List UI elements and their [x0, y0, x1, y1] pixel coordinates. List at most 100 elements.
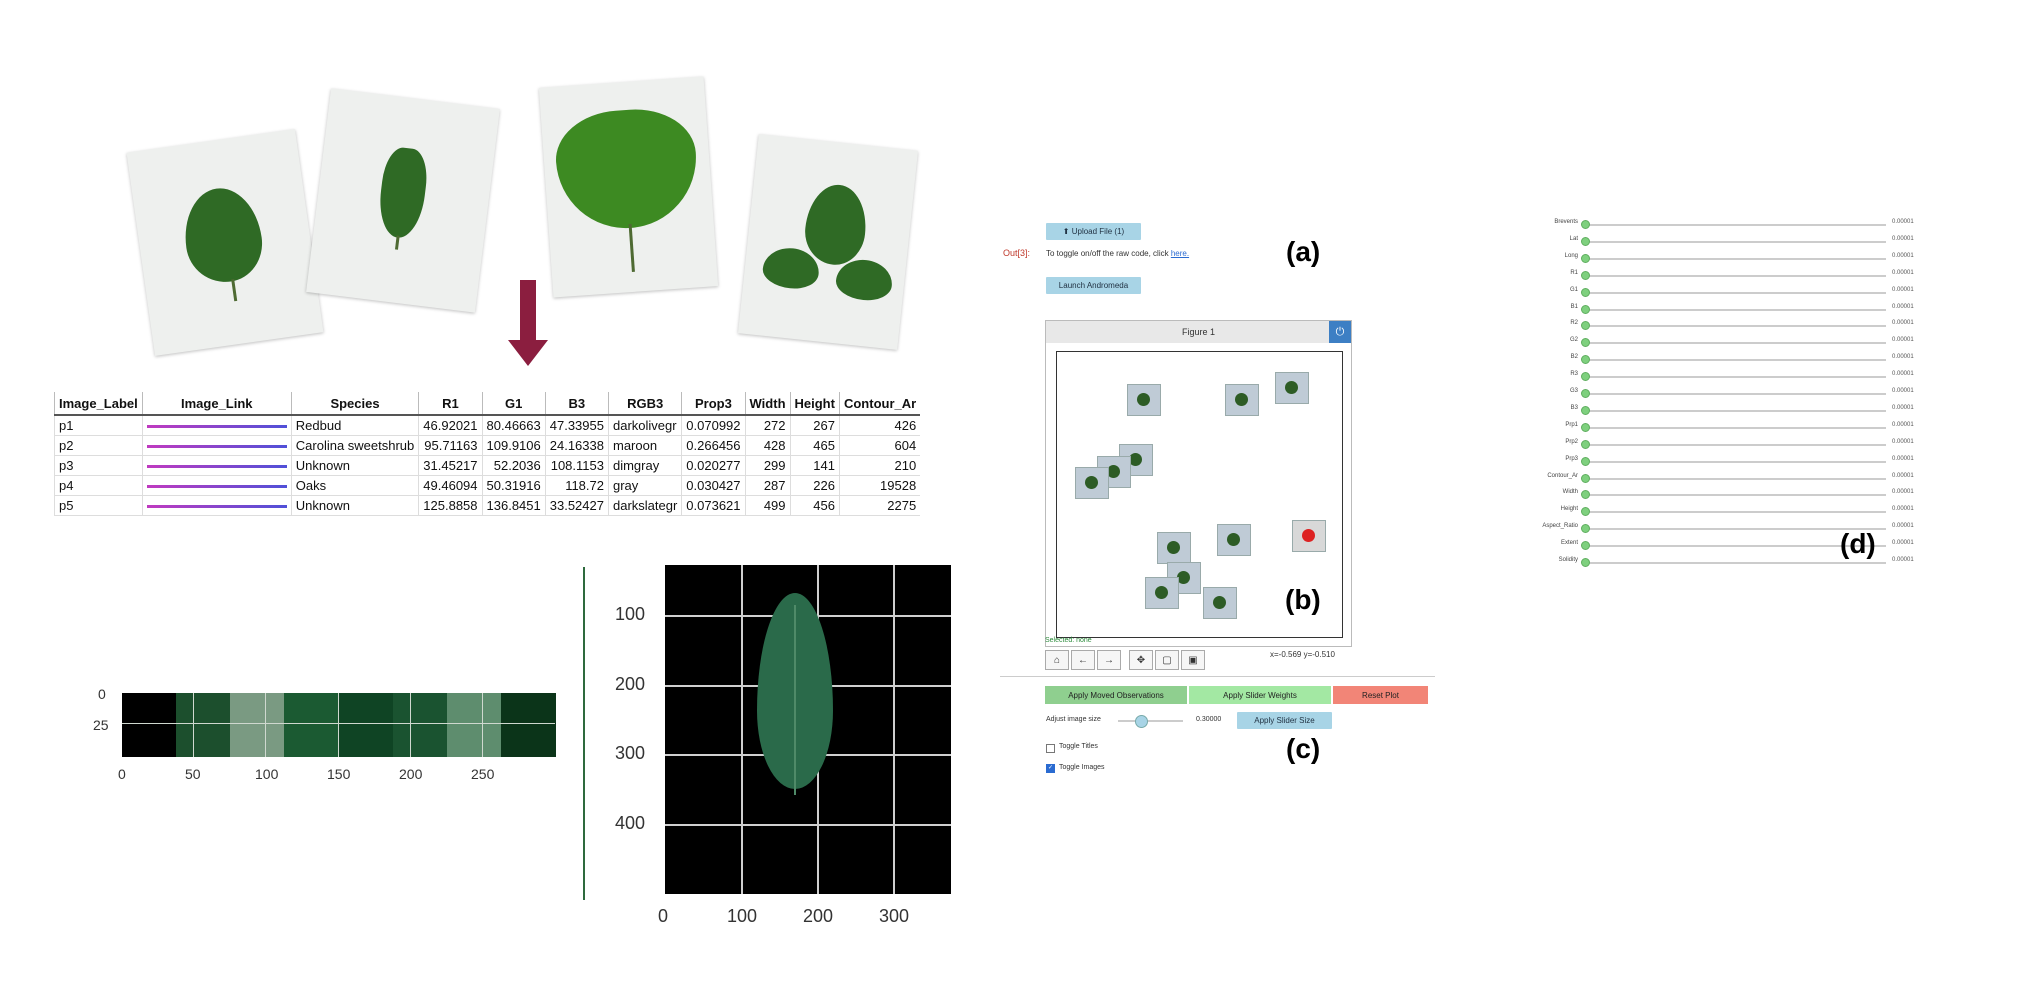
toggle-raw-code-link[interactable]: here.: [1170, 249, 1190, 258]
weight-slider[interactable]: R3 0.00001: [1530, 371, 1930, 383]
weight-slider[interactable]: Lat 0.00001: [1530, 236, 1930, 248]
image-link[interactable]: [146, 505, 287, 509]
observation-thumbnail[interactable]: [1225, 384, 1259, 416]
slider-knob[interactable]: [1581, 422, 1590, 432]
weight-slider[interactable]: B2 0.00001: [1530, 354, 1930, 366]
toggle-titles-checkbox[interactable]: [1046, 744, 1055, 753]
slider-track[interactable]: [1586, 291, 1886, 294]
slider-track[interactable]: [1586, 393, 1886, 395]
home-icon[interactable]: ⌂: [1045, 650, 1069, 670]
toggle-images-checkbox[interactable]: ✓: [1046, 764, 1055, 773]
weight-slider[interactable]: Long 0.00001: [1530, 253, 1930, 265]
weight-slider[interactable]: G2 0.00001: [1530, 337, 1930, 349]
image-size-slider-track[interactable]: [1118, 720, 1183, 722]
weight-slider[interactable]: Aspect_Ratio 0.00001: [1530, 523, 1930, 535]
power-icon[interactable]: ⏻: [1329, 321, 1351, 343]
weight-slider[interactable]: R2 0.00001: [1530, 320, 1930, 332]
slider-knob[interactable]: [1581, 220, 1590, 229]
slider-knob[interactable]: [1581, 253, 1590, 263]
weight-slider[interactable]: Prp3 0.00001: [1530, 456, 1930, 468]
observation-thumbnail[interactable]: [1292, 520, 1326, 552]
weight-slider[interactable]: Extent 0.00001: [1530, 540, 1930, 552]
slider-track[interactable]: [1586, 240, 1886, 243]
zoom-rect-icon[interactable]: ▢: [1155, 650, 1179, 670]
table-cell[interactable]: [141, 475, 292, 496]
slider-track[interactable]: [1586, 274, 1886, 277]
slider-knob[interactable]: [1581, 473, 1590, 483]
table-cell[interactable]: [141, 455, 292, 476]
back-arrow-icon[interactable]: ←: [1071, 650, 1095, 670]
slider-knob[interactable]: [1581, 338, 1590, 348]
slider-knob[interactable]: [1581, 389, 1590, 398]
observation-thumbnail[interactable]: [1145, 577, 1179, 609]
weight-slider[interactable]: Solidity 0.00001: [1530, 557, 1930, 569]
slider-knob[interactable]: [1581, 236, 1590, 246]
observation-thumbnail[interactable]: [1157, 532, 1191, 564]
weight-slider[interactable]: Prp2 0.00001: [1530, 439, 1930, 451]
upload-file-button[interactable]: ⬆ Upload File (1): [1046, 223, 1141, 240]
slider-track[interactable]: [1586, 443, 1886, 446]
weight-slider[interactable]: Height 0.00001: [1530, 506, 1930, 518]
forward-arrow-icon[interactable]: →: [1097, 650, 1121, 670]
slider-knob[interactable]: [1581, 270, 1590, 280]
table-cell[interactable]: [141, 495, 292, 516]
slider-knob[interactable]: [1581, 490, 1590, 500]
observation-thumbnail[interactable]: [1275, 372, 1309, 404]
slider-track[interactable]: [1586, 409, 1886, 412]
slider-track[interactable]: [1586, 460, 1886, 463]
slider-knob[interactable]: [1581, 405, 1590, 415]
slider-knob[interactable]: [1581, 541, 1590, 551]
slider-knob[interactable]: [1581, 524, 1590, 534]
slider-track[interactable]: [1586, 257, 1886, 260]
weight-slider[interactable]: G1 0.00001: [1530, 287, 1930, 299]
slider-knob[interactable]: [1581, 558, 1590, 567]
weight-slider[interactable]: Prp1 0.00001: [1530, 422, 1930, 434]
weight-slider[interactable]: R1 0.00001: [1530, 270, 1930, 282]
table-cell[interactable]: [141, 435, 292, 456]
reset-plot-button[interactable]: Reset Plot: [1333, 686, 1428, 704]
slider-knob[interactable]: [1581, 456, 1590, 466]
image-link[interactable]: [146, 445, 287, 449]
observation-thumbnail[interactable]: [1203, 587, 1237, 619]
slider-knob[interactable]: [1581, 287, 1590, 297]
slider-track[interactable]: [1586, 426, 1886, 429]
slider-knob[interactable]: [1581, 372, 1590, 382]
apply-moved-observations-button[interactable]: Apply Moved Observations: [1045, 686, 1187, 704]
slider-track[interactable]: [1586, 359, 1886, 362]
weight-slider[interactable]: Width 0.00001: [1530, 489, 1930, 501]
observation-thumbnail[interactable]: [1217, 524, 1251, 556]
observation-thumbnail[interactable]: [1075, 467, 1109, 499]
image-link[interactable]: [146, 465, 287, 469]
slider-knob[interactable]: [1581, 304, 1590, 314]
slider-track[interactable]: [1586, 477, 1886, 480]
slider-track[interactable]: [1586, 528, 1886, 531]
slider-track[interactable]: [1586, 562, 1886, 564]
slider-track[interactable]: [1586, 376, 1886, 379]
slider-knob[interactable]: [1581, 507, 1590, 517]
weight-slider[interactable]: B3 0.00001: [1530, 405, 1930, 417]
apply-slider-size-button[interactable]: Apply Slider Size: [1237, 712, 1332, 729]
figure-axes[interactable]: [1056, 351, 1343, 638]
launch-andromeda-button[interactable]: Launch Andromeda: [1046, 277, 1141, 294]
image-size-slider-knob[interactable]: [1135, 715, 1148, 728]
pan-icon[interactable]: ✥: [1129, 650, 1153, 670]
slider-track[interactable]: [1586, 545, 1886, 548]
weight-slider[interactable]: B1 0.00001: [1530, 304, 1930, 316]
slider-track[interactable]: [1586, 342, 1886, 345]
apply-slider-weights-button[interactable]: Apply Slider Weights: [1189, 686, 1331, 704]
slider-track[interactable]: [1586, 511, 1886, 514]
image-link[interactable]: [146, 425, 287, 429]
slider-track[interactable]: [1586, 224, 1886, 226]
slider-track[interactable]: [1586, 494, 1886, 497]
slider-track[interactable]: [1586, 325, 1886, 328]
weight-slider[interactable]: Brevents 0.00001: [1530, 219, 1930, 231]
weight-slider[interactable]: G3 0.00001: [1530, 388, 1930, 400]
slider-knob[interactable]: [1581, 355, 1590, 365]
slider-track[interactable]: [1586, 308, 1886, 311]
weight-slider[interactable]: Contour_Ar 0.00001: [1530, 473, 1930, 485]
save-icon[interactable]: ▣: [1181, 650, 1205, 670]
table-cell[interactable]: [141, 415, 292, 436]
observation-thumbnail[interactable]: [1127, 384, 1161, 416]
slider-knob[interactable]: [1581, 439, 1590, 449]
image-link[interactable]: [146, 485, 287, 489]
